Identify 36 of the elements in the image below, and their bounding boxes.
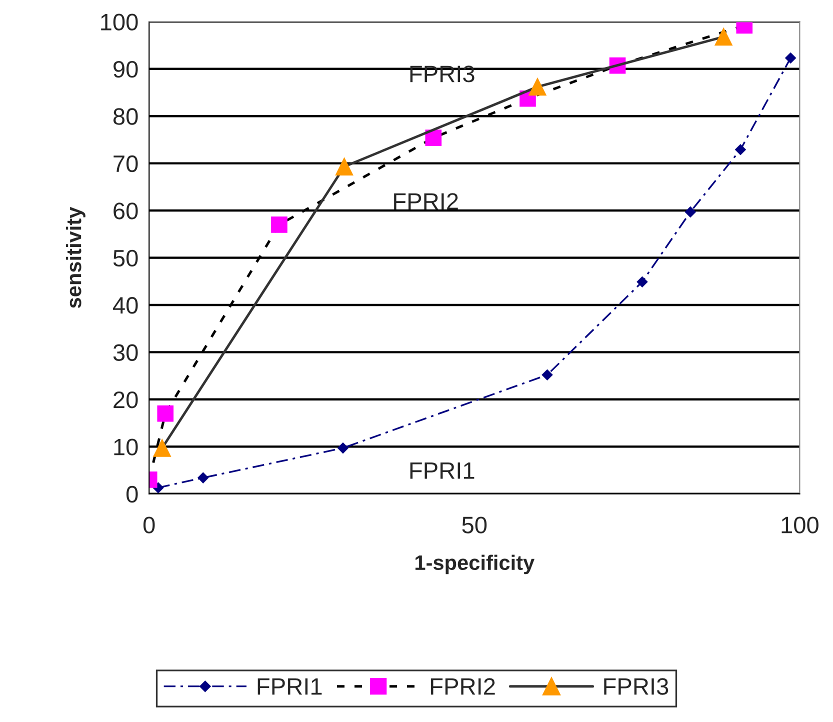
point — [735, 144, 746, 156]
y-tick-label: 20 — [114, 391, 138, 408]
point — [338, 442, 348, 454]
annotation: FPRI1 — [410, 462, 474, 479]
y-tick-label: 90 — [114, 60, 138, 78]
legend-label: FPRI3 — [604, 678, 668, 695]
y-tick-label: 0 — [126, 486, 138, 503]
point — [714, 28, 732, 46]
point — [153, 439, 171, 457]
annotation: FPRI3 — [410, 66, 474, 82]
x-tick-label: 0 — [143, 516, 155, 534]
legend-label: FPRI1 — [258, 678, 322, 695]
y-tick-label: 40 — [112, 297, 138, 314]
point — [335, 158, 354, 176]
y-tick-label: 100 — [101, 14, 138, 30]
y-tick-label: 50 — [113, 250, 138, 267]
x-tick-label: 100 — [782, 516, 818, 534]
y-tick-label: 10 — [114, 438, 138, 456]
y-tick-label: 80 — [113, 108, 138, 125]
point — [684, 206, 696, 218]
point — [542, 369, 553, 380]
point — [785, 52, 796, 64]
point — [425, 130, 442, 146]
x-axis-title: 1-specificity — [416, 554, 534, 574]
point — [528, 78, 546, 96]
x-tick-label: 50 — [462, 516, 487, 534]
point — [157, 405, 174, 422]
y-axis-title: sensitivity — [66, 206, 86, 308]
point — [271, 216, 288, 233]
point — [198, 472, 209, 484]
y-tick-label: 30 — [113, 344, 138, 361]
legend-label: FPRI2 — [431, 678, 495, 695]
y-tick-label: 60 — [114, 202, 138, 220]
point — [636, 276, 648, 288]
annotation: FPRI2 — [394, 193, 458, 210]
y-tick-label: 70 — [114, 155, 138, 172]
